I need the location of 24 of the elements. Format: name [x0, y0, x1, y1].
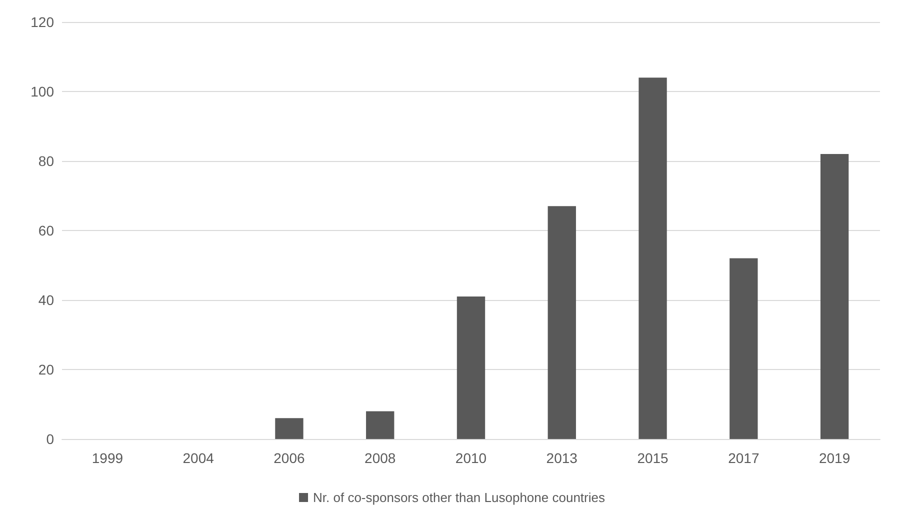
bar [548, 206, 576, 439]
x-tick-label: 2013 [546, 450, 578, 466]
legend-label: Nr. of co-sponsors other than Lusophone countries [313, 490, 606, 505]
y-tick-label: 60 [38, 222, 54, 238]
bar [730, 258, 758, 439]
x-tick-label: 2006 [274, 450, 305, 466]
x-tick-label: 2017 [728, 450, 760, 466]
bar [820, 154, 849, 439]
y-tick-label: 120 [30, 14, 54, 30]
y-tick-label: 40 [38, 292, 54, 308]
x-tick-label: 2008 [364, 450, 396, 466]
y-tick-label: 20 [38, 362, 54, 378]
bar [275, 418, 304, 439]
x-tick-label: 1999 [92, 450, 124, 466]
y-tick-label: 100 [30, 84, 54, 100]
y-tick-label: 0 [46, 431, 54, 447]
x-tick-label: 2019 [818, 450, 850, 466]
x-tick-label: 2015 [637, 450, 669, 466]
bar [638, 78, 667, 439]
x-tick-label: 2004 [182, 450, 214, 466]
bar [366, 411, 394, 439]
y-tick-label: 80 [38, 153, 54, 169]
bar [456, 296, 486, 439]
x-tick-label: 2010 [455, 450, 487, 466]
